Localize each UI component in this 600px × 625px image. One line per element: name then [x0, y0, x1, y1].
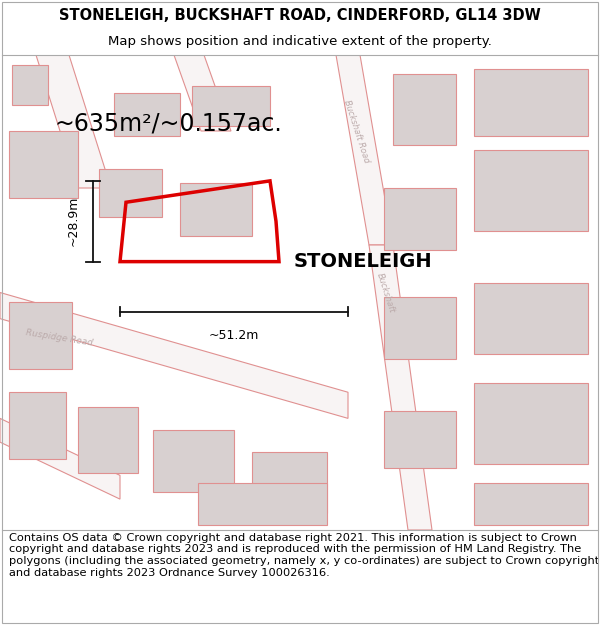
Text: STONELEIGH, BUCKSHAFT ROAD, CINDERFORD, GL14 3DW: STONELEIGH, BUCKSHAFT ROAD, CINDERFORD, … [59, 8, 541, 23]
Polygon shape [0, 292, 348, 418]
Polygon shape [474, 69, 588, 136]
Polygon shape [192, 86, 270, 126]
Polygon shape [180, 183, 252, 236]
Polygon shape [0, 418, 120, 499]
Polygon shape [393, 74, 456, 145]
Text: Contains OS data © Crown copyright and database right 2021. This information is : Contains OS data © Crown copyright and d… [9, 533, 599, 578]
Polygon shape [252, 452, 327, 513]
Polygon shape [474, 382, 588, 464]
Polygon shape [384, 298, 456, 359]
Polygon shape [198, 482, 327, 525]
Text: Ruspidge Road: Ruspidge Road [25, 328, 94, 348]
Polygon shape [9, 302, 72, 369]
Polygon shape [369, 245, 432, 530]
Polygon shape [384, 188, 456, 250]
Polygon shape [174, 55, 231, 131]
Polygon shape [9, 392, 66, 459]
Polygon shape [384, 411, 456, 468]
Text: ~635m²/~0.157ac.: ~635m²/~0.157ac. [54, 112, 282, 136]
Text: ~28.9m: ~28.9m [67, 196, 80, 246]
Polygon shape [12, 64, 48, 105]
Polygon shape [99, 169, 162, 216]
Polygon shape [474, 482, 588, 525]
Text: ~51.2m: ~51.2m [209, 329, 259, 342]
Text: STONELEIGH: STONELEIGH [294, 252, 433, 271]
Polygon shape [474, 150, 588, 231]
Text: Buckshaft: Buckshaft [375, 271, 397, 314]
Polygon shape [78, 406, 138, 473]
Polygon shape [153, 430, 234, 492]
Polygon shape [474, 283, 588, 354]
Polygon shape [114, 93, 180, 136]
Polygon shape [9, 131, 78, 198]
Text: Buckshaft Road: Buckshaft Road [342, 98, 371, 164]
Polygon shape [336, 55, 393, 245]
Text: Map shows position and indicative extent of the property.: Map shows position and indicative extent… [108, 35, 492, 48]
Polygon shape [36, 55, 111, 188]
